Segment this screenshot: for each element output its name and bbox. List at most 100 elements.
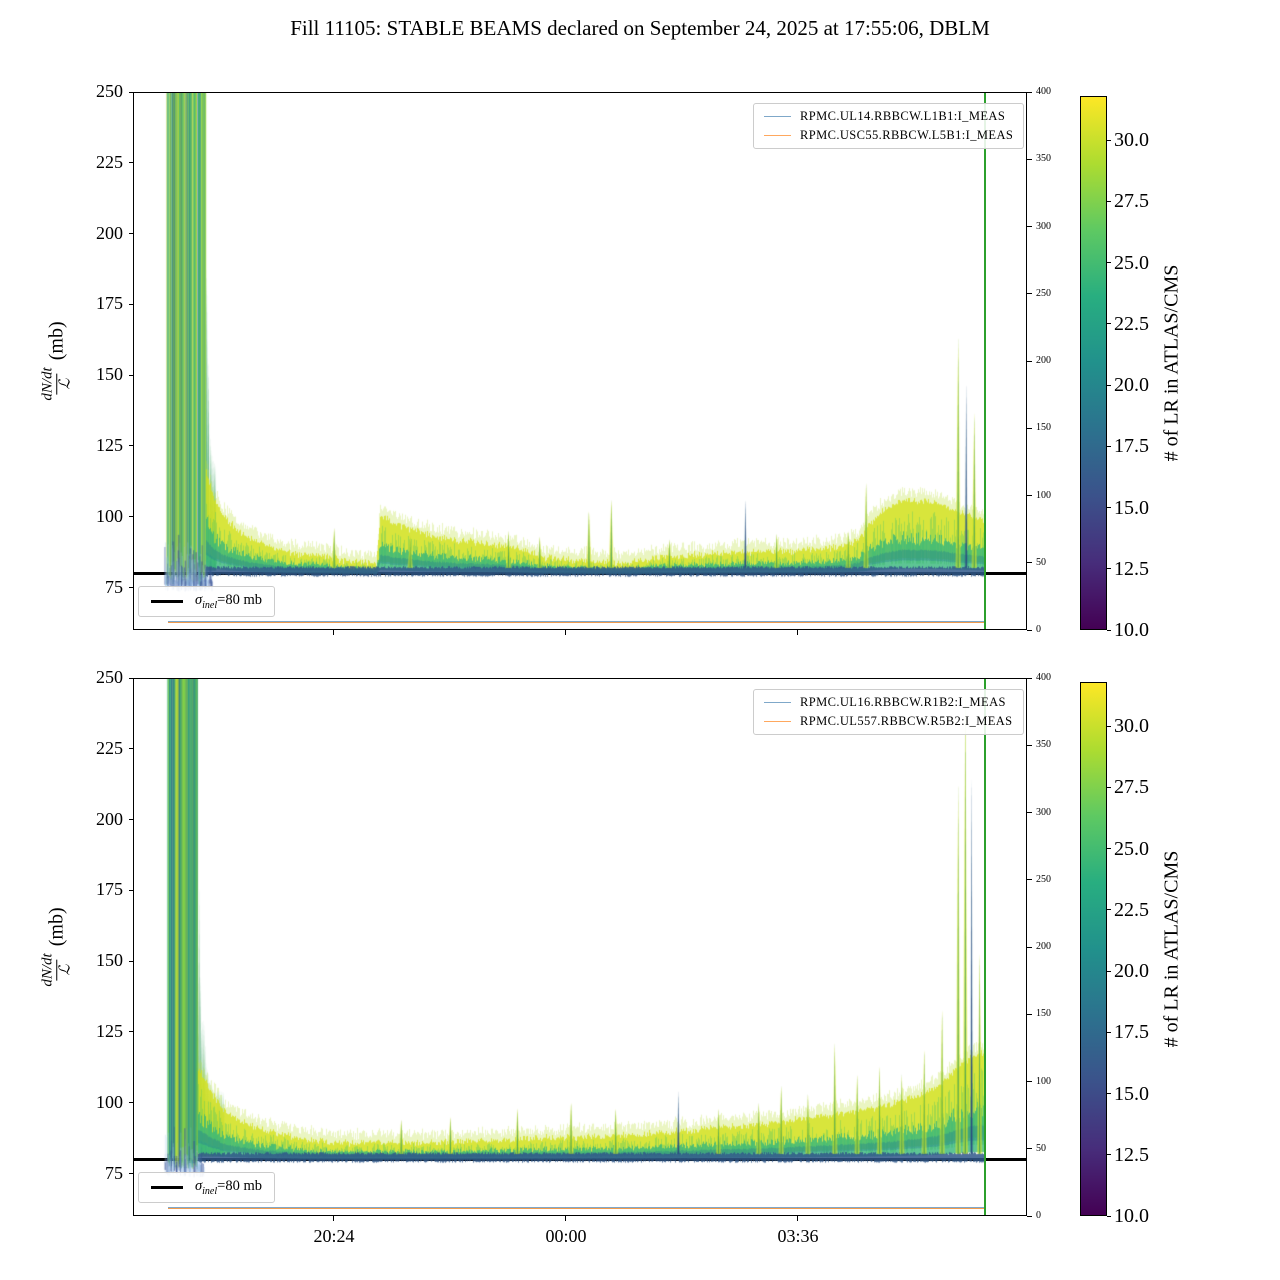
right-tick-label: 250 (1036, 287, 1051, 299)
right-tick-label: 100 (1036, 1075, 1051, 1087)
colorbar-tick-mark (1107, 200, 1111, 202)
legend-line-blue-icon (764, 115, 791, 118)
y-tick-label: 75 (105, 1162, 123, 1183)
colorbar-tick-mark (1107, 507, 1111, 509)
y-tick-mark (128, 1173, 133, 1175)
y-tick-mark (128, 1102, 133, 1104)
legend-line-blue-icon (764, 701, 791, 704)
y-tick-label: 125 (96, 434, 123, 455)
right-tick-mark (1027, 812, 1032, 813)
bottom-plot-canvas (133, 678, 1027, 1216)
colorbar-tick-label: 22.5 (1114, 312, 1149, 335)
y-tick-label: 200 (96, 808, 123, 829)
orange-current-trace-bottom (167, 1208, 985, 1210)
top-plot-canvas (133, 92, 1027, 630)
colorbar-tick-label: 20.0 (1114, 374, 1149, 397)
right-tick-label: 200 (1036, 941, 1051, 952)
colorbar-tick-label: 25.0 (1114, 251, 1149, 274)
legend-entry: RPMC.UL557.RBBCW.R5B2:I_MEAS (764, 714, 1013, 729)
right-tick-mark (1027, 946, 1032, 948)
y-axis-label-top: dN/dt ℒ (mb) (39, 321, 75, 401)
colorbar-tick-mark (1107, 445, 1111, 447)
y-tick-mark (128, 748, 133, 750)
colorbar-tick-label: 22.5 (1114, 898, 1149, 921)
colorbar-tick-mark (1107, 1154, 1111, 1156)
orange-current-trace-top (167, 622, 985, 624)
y-tick-label: 225 (96, 737, 123, 758)
right-tick-label: 400 (1036, 86, 1051, 97)
hline-legend-bottom: σinel=80 mb (138, 1172, 275, 1203)
end-of-fill-line-top (984, 92, 986, 630)
y-tick-mark (128, 162, 133, 164)
y-tick-label: 250 (96, 667, 123, 687)
x-tick-mark (565, 630, 567, 635)
legend-entry: RPMC.USC55.RBBCW.L5B1:I_MEAS (764, 128, 1013, 143)
y-tick-mark (128, 516, 133, 518)
right-tick-mark (1027, 1215, 1032, 1217)
right-tick-label: 100 (1036, 489, 1051, 501)
y-tick-mark (128, 233, 133, 235)
y-tick-label: 175 (96, 293, 123, 314)
hline-legend-sample-icon (151, 1186, 183, 1189)
blue-current-trace-top (167, 621, 985, 623)
y-tick-mark (128, 960, 133, 962)
x-tick-mark (565, 1216, 567, 1221)
colorbar-top (1080, 96, 1107, 630)
right-tick-label: 300 (1036, 220, 1051, 232)
right-tick-label: 350 (1036, 153, 1051, 165)
colorbar-tick-label: 17.5 (1114, 1021, 1149, 1044)
right-tick-label: 400 (1036, 672, 1051, 683)
right-tick-label: 350 (1036, 739, 1051, 751)
colorbar-tick-mark (1107, 262, 1111, 264)
x-tick-mark (333, 630, 335, 635)
colorbar-tick-label: 25.0 (1114, 837, 1149, 860)
colorbar-tick-label: 17.5 (1114, 435, 1149, 458)
y-tick-mark (128, 587, 133, 589)
right-tick-label: 150 (1036, 422, 1051, 434)
right-tick-mark (1027, 1148, 1032, 1150)
x-tick-label: 00:00 (545, 1226, 587, 1246)
legend-line-orange-icon (764, 720, 791, 723)
y-tick-mark (128, 303, 133, 305)
colorbar-tick-mark (1107, 1031, 1111, 1033)
right-tick-label: 150 (1036, 1008, 1051, 1020)
right-tick-mark (1027, 879, 1032, 881)
right-tick-mark (1027, 1013, 1032, 1015)
y-tick-label: 75 (105, 576, 123, 597)
colorbar-tick-mark (1107, 1215, 1111, 1217)
y-tick-mark (128, 819, 133, 821)
x-tick-label: 20:24 (313, 1226, 355, 1246)
colorbar-tick-label: 15.0 (1114, 496, 1149, 519)
colorbar-tick-label: 12.5 (1114, 1143, 1149, 1166)
right-tick-label: 50 (1036, 1142, 1046, 1154)
ylabel-fraction: dN/dt ℒ (39, 367, 75, 401)
colorbar-tick-label: 27.5 (1114, 190, 1149, 213)
x-tick-label: 03:36 (777, 1226, 819, 1246)
y-tick-mark (128, 91, 133, 93)
colorbar-tick-mark (1107, 909, 1111, 911)
right-tick-mark (1027, 91, 1032, 93)
x-tick-mark (333, 1216, 335, 1221)
y-tick-label: 100 (96, 1091, 123, 1112)
colorbar-tick-label: 10.0 (1114, 619, 1149, 641)
y-tick-label: 100 (96, 505, 123, 526)
y-tick-mark (128, 889, 133, 891)
right-tick-label: 250 (1036, 873, 1051, 885)
legend-entry: RPMC.UL16.RBBCW.R1B2:I_MEAS (764, 695, 1013, 710)
colorbar-tick-mark (1107, 629, 1111, 631)
colorbar-tick-label: 27.5 (1114, 776, 1149, 799)
colorbar-tick-mark (1107, 970, 1111, 972)
right-tick-mark (1027, 360, 1032, 362)
y-tick-label: 150 (96, 364, 123, 385)
colorbar-tick-mark (1107, 568, 1111, 570)
legend-entry: RPMC.UL14.RBBCW.L1B1:I_MEAS (764, 109, 1013, 124)
y-tick-label: 250 (96, 81, 123, 101)
y-tick-label: 125 (96, 1020, 123, 1041)
right-tick-mark (1027, 427, 1032, 429)
y-tick-mark (128, 677, 133, 679)
colorbar-tick-label: 20.0 (1114, 960, 1149, 983)
right-tick-mark (1027, 1081, 1032, 1082)
right-tick-mark (1027, 158, 1032, 160)
hline-legend-text: σinel=80 mb (195, 592, 262, 611)
